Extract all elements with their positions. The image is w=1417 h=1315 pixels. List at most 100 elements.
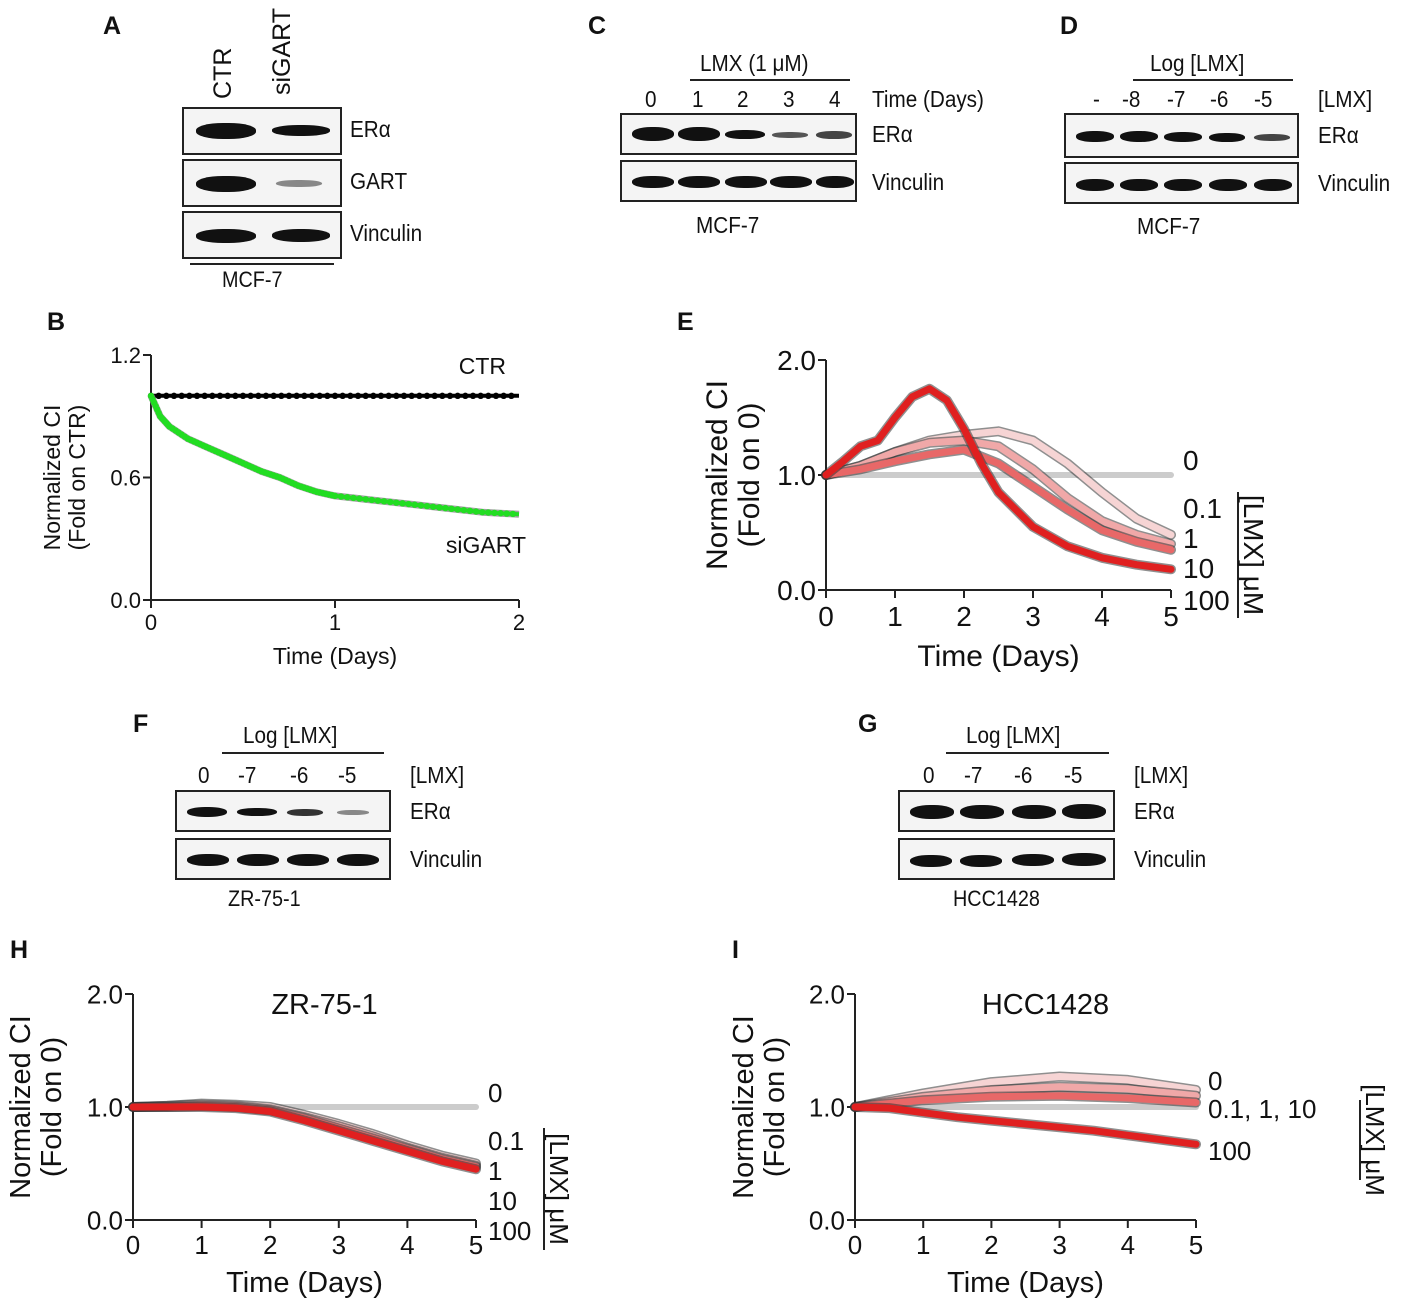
series-h-4 — [129, 1103, 480, 1173]
blot-d-era — [1064, 113, 1299, 158]
x-axis-label-h: Time (Days) — [226, 1267, 383, 1299]
marker-b-1-15-4 — [503, 510, 510, 517]
lane-d-1: -8 — [1122, 86, 1141, 112]
x-tick-label-h-5: 5 — [469, 1230, 483, 1260]
legend-item-h-0: 0 — [488, 1078, 502, 1108]
marker-b-0-2-3 — [262, 392, 270, 400]
marker-b-1-11-0 — [331, 492, 339, 500]
treatment-bar-d — [1133, 79, 1293, 81]
lane-d-3: -6 — [1210, 86, 1229, 112]
treatment-label-d: Log [LMX] — [1150, 50, 1245, 76]
x-axis-label-e: Time (Days) — [917, 640, 1079, 673]
x-tick-label-e-0: 0 — [818, 601, 834, 632]
x-tick-label-h-3: 3 — [332, 1230, 346, 1260]
y-tick-label-h-2: 2.0 — [87, 979, 123, 1009]
marker-b-0-3-1 — [293, 392, 300, 400]
marker-b-0-2-4 — [270, 392, 277, 400]
y-axis-label-b-line2: (Fold on CTR) — [64, 405, 90, 551]
marker-b-0-5-0 — [377, 392, 385, 400]
panel-label-a: A — [103, 12, 122, 40]
treatment-label-c: LMX (1 μM) — [700, 50, 809, 76]
legend-item-i-1: 0.1, 1, 10 — [1208, 1094, 1316, 1124]
marker-b-0-7-1 — [477, 392, 484, 400]
marker-b-1-15-0 — [479, 509, 486, 516]
x-tick-label-b-1: 1 — [329, 610, 341, 635]
marker-b-0-3-0 — [285, 392, 293, 400]
marker-b-0-4-1 — [339, 392, 346, 400]
y-tick-label-b-0: 0.0 — [110, 588, 141, 613]
legend-item-e-3: 10 — [1183, 553, 1214, 584]
row-label-g-vinculin: Vinculin — [1134, 846, 1207, 872]
marker-b-1-11-1 — [337, 493, 345, 500]
axis-label-f: [LMX] — [410, 762, 465, 788]
panel-label-d: D — [1060, 12, 1079, 40]
lane-f-0: 0 — [198, 762, 210, 788]
legend-item-h-4: 100 — [488, 1216, 531, 1246]
cell-line-c: MCF-7 — [696, 212, 760, 238]
y-tick-label-e-0: 0.0 — [777, 575, 816, 606]
y-axis-label-e-line1: Normalized CI — [701, 380, 734, 570]
legend-item-e-4: 100 — [1183, 585, 1230, 616]
marker-b-1-13-5 — [436, 504, 443, 511]
marker-b-0-1-3 — [216, 392, 224, 400]
marker-b-0-1-5 — [232, 392, 239, 400]
legend-title-e: [LMX] μM — [1238, 495, 1269, 615]
x-tick-label-i-1: 1 — [916, 1230, 930, 1260]
blot-f-era — [175, 790, 391, 832]
blot-d-vinculin — [1064, 162, 1299, 204]
marker-b-1-12-2 — [380, 498, 388, 505]
panel-label-c: C — [588, 12, 607, 40]
blot-g-vinculin — [898, 838, 1115, 880]
lane-c-3: 3 — [783, 86, 795, 112]
marker-b-0-6-4 — [454, 392, 461, 400]
marker-b-0-2-0 — [239, 392, 247, 400]
series-e-4 — [822, 385, 1175, 573]
row-label-f-era: ERα — [410, 798, 451, 824]
legend-item-e-2: 1 — [1183, 523, 1199, 554]
marker-b-1-11-3 — [350, 494, 357, 502]
marker-b-0-2-5 — [278, 392, 285, 400]
x-tick-label-e-3: 3 — [1025, 601, 1041, 632]
treatment-label-f: Log [LMX] — [243, 722, 338, 748]
marker-b-1-12-4 — [393, 499, 400, 506]
marker-b-0-6-3 — [446, 392, 454, 400]
marker-b-1-15-3 — [497, 510, 504, 517]
treatment-bar-f — [222, 752, 384, 754]
marker-b-1-14-2 — [454, 506, 461, 513]
y-tick-label-b-2: 1.2 — [110, 343, 141, 368]
x-tick-label-h-0: 0 — [126, 1230, 140, 1260]
lane-c-2: 2 — [737, 86, 749, 112]
legend-item-e-1: 0.1 — [1183, 493, 1222, 524]
marker-b-0-1-2 — [209, 392, 216, 400]
blot-a-gart — [182, 159, 342, 207]
lane-d-0: - — [1093, 86, 1100, 112]
marker-b-0-3-2 — [301, 392, 308, 400]
lane-f-1: -7 — [238, 762, 257, 788]
marker-b-0-4-3 — [354, 392, 362, 400]
lane-g-0: 0 — [923, 762, 935, 788]
x-tick-label-e-2: 2 — [956, 601, 972, 632]
marker-b-1-15-2 — [491, 509, 498, 517]
y-axis-label-i-line2: (Fold on 0) — [759, 1037, 791, 1177]
marker-b-0-0-2 — [163, 392, 170, 400]
row-label-c-vinculin: Vinculin — [872, 169, 945, 195]
x-tick-label-h-4: 4 — [400, 1230, 414, 1260]
treatment-bar-c — [690, 79, 850, 81]
y-axis-label-e-line2: (Fold on 0) — [733, 402, 766, 547]
cell-line-a: MCF-7 — [222, 267, 283, 292]
panel-label-f: F — [133, 710, 149, 738]
marker-b-1-14-5 — [472, 508, 480, 515]
marker-b-1-13-2 — [417, 502, 425, 509]
x-tick-label-e-5: 5 — [1163, 601, 1179, 632]
row-label-f-vinculin: Vinculin — [410, 846, 483, 872]
marker-b-1-12-0 — [368, 496, 375, 504]
marker-b-1-13-3 — [423, 502, 431, 510]
marker-b-0-5-1 — [385, 392, 392, 400]
legend-title-h: [LMX] μM — [544, 1133, 574, 1245]
lane-c-4: 4 — [829, 86, 841, 112]
panel-label-g: G — [858, 710, 878, 738]
marker-b-0-2-2 — [255, 392, 262, 400]
treatment-label-g: Log [LMX] — [966, 722, 1061, 748]
marker-b-0-7-3 — [492, 392, 500, 400]
marker-b-1-14-1 — [448, 505, 455, 513]
